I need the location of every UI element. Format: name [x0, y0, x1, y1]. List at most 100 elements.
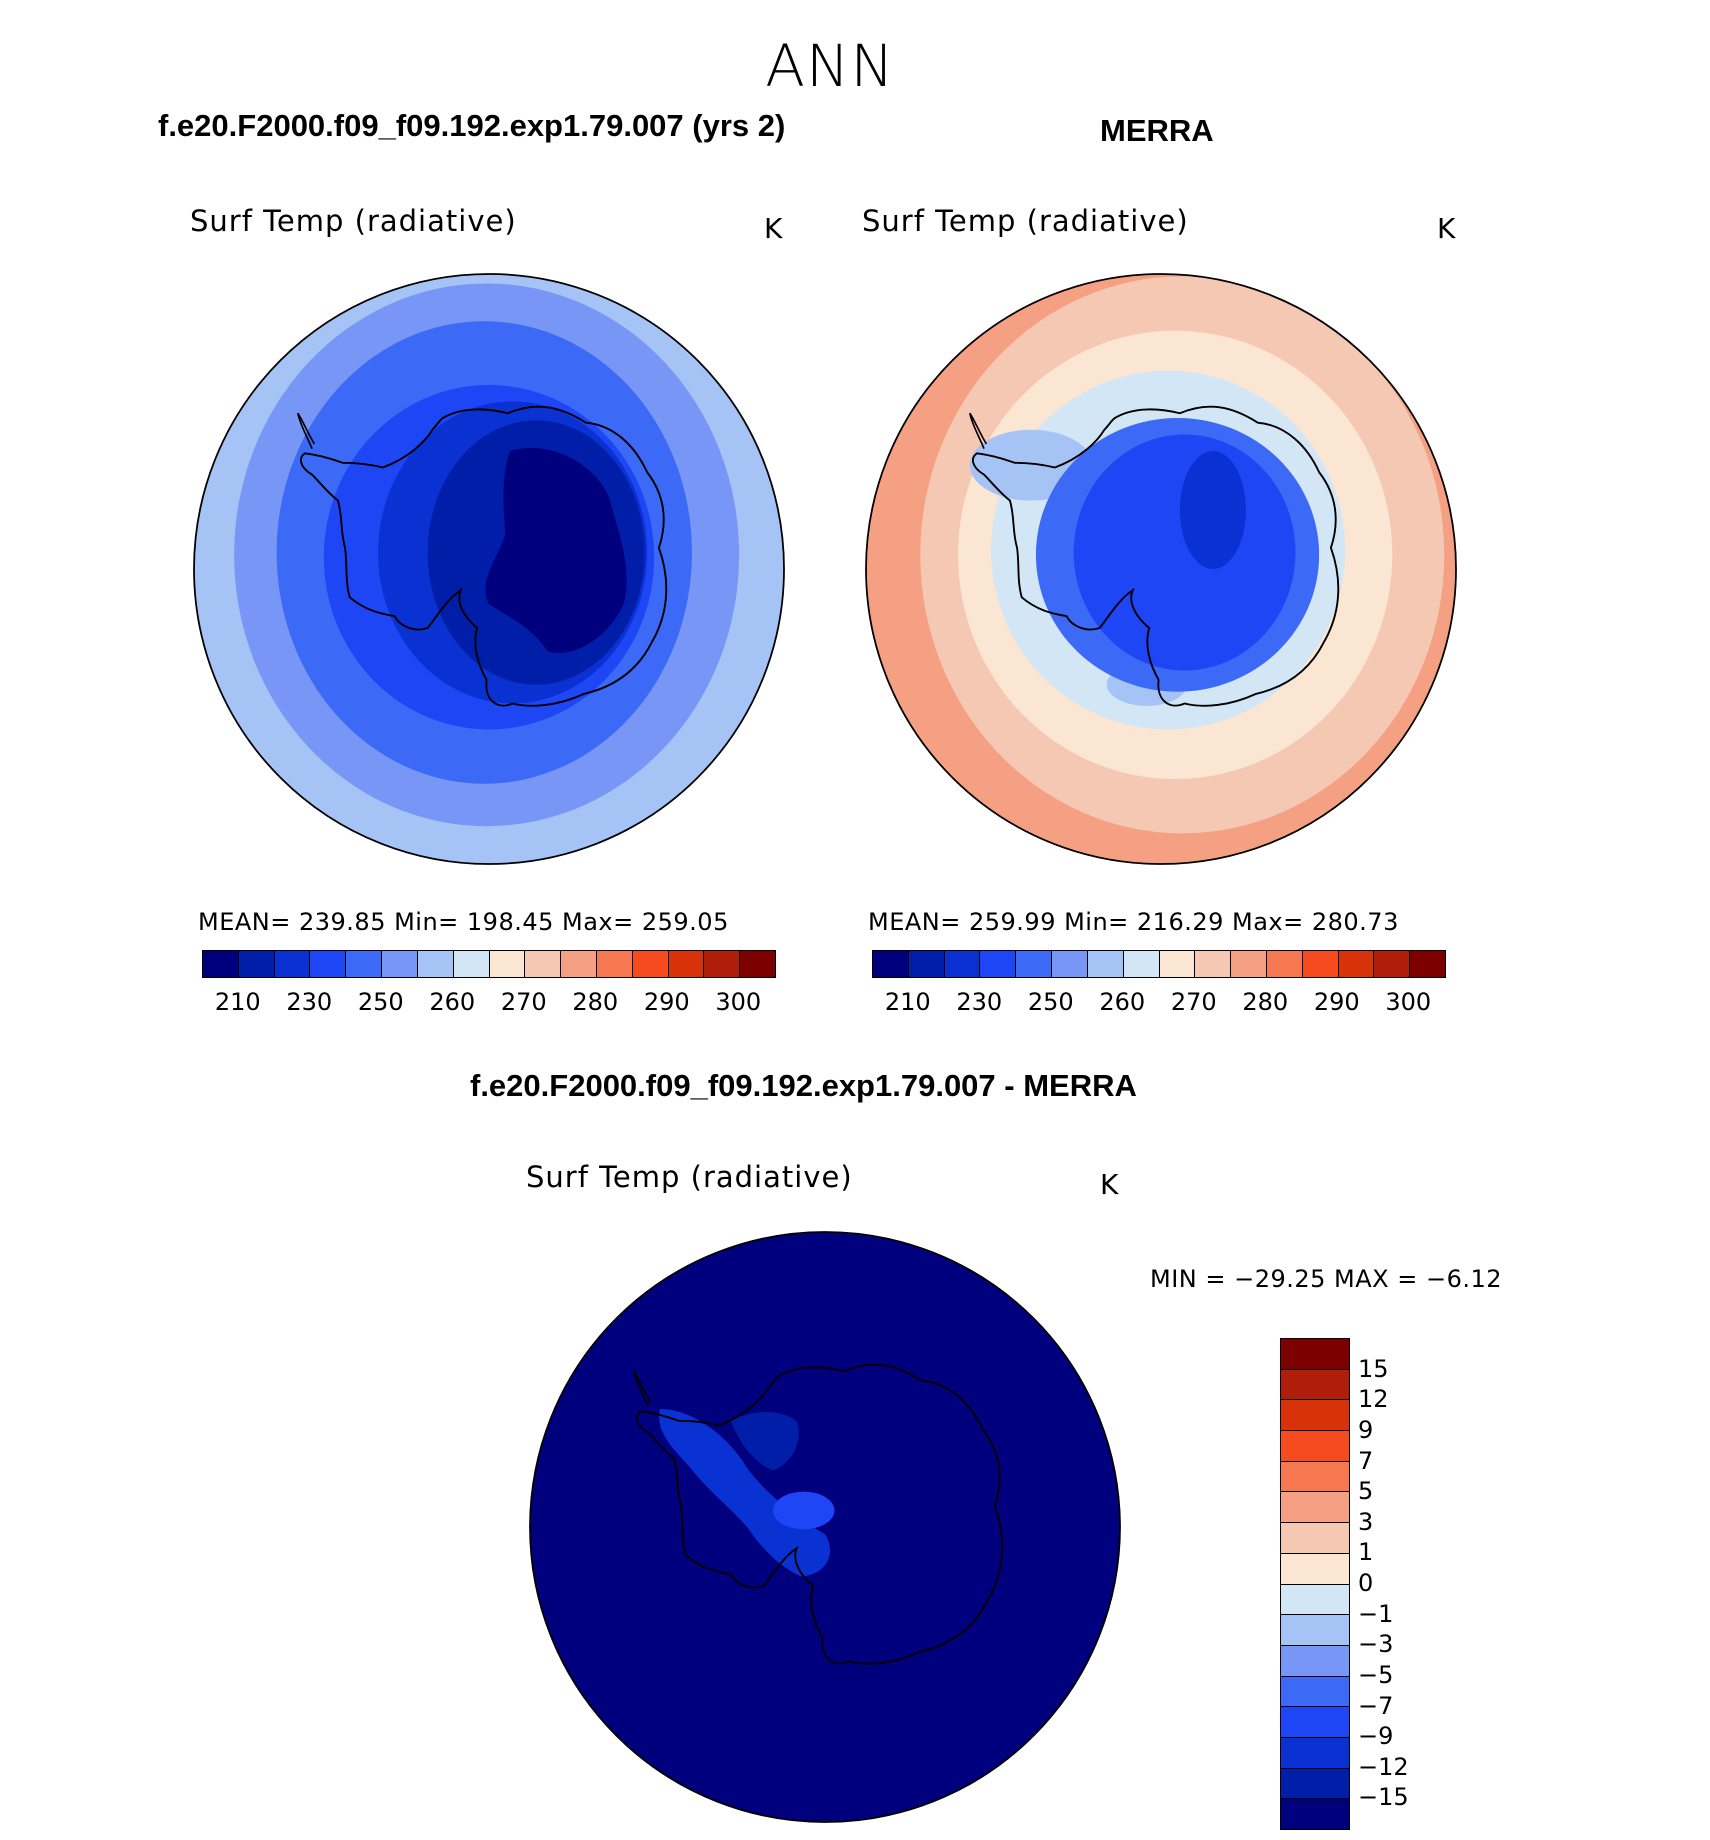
panel3-colorbar-tick-label: −1: [1358, 1599, 1394, 1628]
panel3-units: K: [1100, 1168, 1119, 1201]
panel1-colorbar-swatch: [704, 951, 741, 977]
panel1-colorbar-swatch: [310, 951, 347, 977]
panel3-colorbar-tick-label: −9: [1358, 1722, 1394, 1751]
panel2-map-border: [865, 273, 1457, 865]
panel1-colorbar-tick-label: 270: [500, 988, 547, 1016]
panel3-colorbar-tick-label: −3: [1358, 1630, 1394, 1659]
panel2-colorbar-swatch: [1338, 951, 1375, 977]
panel1-colorbar-swatch: [561, 951, 597, 977]
panel2-colorbar-tick-label: 230: [956, 988, 1003, 1016]
panel3-colorbar-tick-label: 15: [1358, 1354, 1389, 1383]
panel1-title: f.e20.F2000.f09_f09.192.exp1.79.007 (yrs…: [158, 108, 786, 143]
panel3-colorbar-tick-label: −7: [1358, 1691, 1394, 1720]
panel3-colorbar-tick-label: 7: [1358, 1446, 1374, 1475]
panel3-colorbar-tick-label: 5: [1358, 1477, 1374, 1506]
panel2-colorbar-swatch: [1302, 951, 1339, 977]
panel1-colorbar-swatch: [632, 951, 669, 977]
panel2-colorbar-swatch: [1123, 951, 1160, 977]
panel1-colorbar-swatch: [668, 951, 705, 977]
panel3-stats: MIN = −29.25 MAX = −6.12: [1150, 1265, 1503, 1293]
panel2-field-ring5: [1073, 434, 1296, 671]
panel2-colorbar-swatch: [1231, 951, 1267, 977]
panel1-colorbar-tick-label: 230: [286, 988, 333, 1016]
panel3-field-patch2: [730, 1411, 799, 1471]
panel3-colorbar-tick-label: 12: [1358, 1385, 1389, 1414]
panel3-colorbar-swatch: [1281, 1399, 1349, 1431]
panel1-colorbar-swatch: [740, 951, 775, 977]
panel3-colorbar-swatch: [1281, 1491, 1349, 1523]
panel3-colorbar-swatch: [1281, 1675, 1349, 1707]
panel2-colorbar-ticks: 210 230 250 260 270 280 290 300: [872, 988, 1444, 1018]
panel2-colorbar-swatch: [1374, 951, 1411, 977]
panel1-colorbar-tick-label: 250: [357, 988, 404, 1016]
panel3-colorbar-tick-label: 3: [1358, 1507, 1374, 1536]
panel2-colorbar-swatch: [1410, 951, 1445, 977]
panel2-title: MERRA: [1100, 113, 1214, 148]
panel1-colorbar-swatch: [596, 951, 633, 977]
panel3-colorbar-swatch: [1281, 1522, 1349, 1553]
panel1-colorbar-swatch: [525, 951, 562, 977]
panel2-colorbar-tick-label: 290: [1313, 988, 1360, 1016]
panel2-colorbar-swatch: [1266, 951, 1303, 977]
panel3-colorbar-swatch: [1281, 1706, 1349, 1737]
panel2-colorbar-swatch: [944, 951, 981, 977]
panel1-polar-map: [193, 273, 785, 865]
panel3-colorbar-swatch: [1281, 1552, 1349, 1584]
panel3-colorbar-tick-label: 0: [1358, 1569, 1374, 1597]
panel1-colorbar-ticks: 210 230 250 260 270 280 290 300: [202, 988, 774, 1018]
panel1-field-core: [485, 447, 627, 654]
panel3-colorbar-swatch: [1281, 1339, 1349, 1369]
panel1-colorbar-swatch: [489, 951, 526, 977]
panel2-colorbar-swatch: [1159, 951, 1196, 977]
panel3-colorbar-swatch: [1281, 1644, 1349, 1676]
panel2-variable: Surf Temp (radiative): [862, 204, 1189, 238]
panel2-polar-map: [865, 273, 1457, 865]
panel1-colorbar-swatch: [203, 951, 239, 977]
panel2-units: K: [1437, 212, 1456, 245]
panel3-colorbar-swatch: [1281, 1798, 1349, 1829]
panel2-colorbar-tick-label: 300: [1385, 988, 1432, 1016]
panel3-field-patch3: [773, 1491, 835, 1530]
panel2-colorbar-tick-label: 210: [884, 988, 931, 1016]
panel3-field-outer: [530, 1232, 1120, 1822]
panel1-colorbar-tick-label: 280: [572, 988, 619, 1016]
panel3-colorbar: [1280, 1338, 1350, 1830]
panel2-field-core: [1179, 451, 1246, 569]
panel3-colorbar-ticks: −15 −12 −9 −7 −5 −3 −1 0 1 3 5 7 9 12 15: [1358, 1338, 1438, 1828]
panel3-variable: Surf Temp (radiative): [526, 1160, 853, 1194]
panel3-colorbar-tick-label: 9: [1358, 1415, 1374, 1444]
panel1-stats: MEAN= 239.85 Min= 198.45 Max= 259.05: [198, 908, 729, 936]
panel2-colorbar-tick-label: 250: [1027, 988, 1074, 1016]
panel1-colorbar-tick-label: 300: [715, 988, 762, 1016]
panel2-colorbar-tick-label: 260: [1099, 988, 1146, 1016]
panel2-colorbar-swatch: [980, 951, 1017, 977]
panel3-colorbar-tick-label: −12: [1358, 1752, 1409, 1781]
panel2-colorbar-tick-label: 270: [1170, 988, 1217, 1016]
panel3-polar-map: [529, 1231, 1121, 1823]
panel3-colorbar-swatch: [1281, 1583, 1349, 1615]
panel3-colorbar-swatch: [1281, 1736, 1349, 1768]
panel2-colorbar-swatch: [1195, 951, 1232, 977]
panel2-colorbar-swatch: [908, 951, 945, 977]
panel3-colorbar-tick-label: −5: [1358, 1660, 1394, 1689]
panel3-colorbar-tick-label: −15: [1358, 1783, 1409, 1812]
season-label: ANN: [765, 32, 895, 100]
panel3-colorbar-swatch: [1281, 1614, 1349, 1645]
panel1-colorbar-tick-label: 290: [643, 988, 690, 1016]
panel1-colorbar-tick-label: 260: [429, 988, 476, 1016]
panel1-colorbar-tick-label: 210: [214, 988, 261, 1016]
panel3-colorbar-swatch: [1281, 1767, 1349, 1799]
panel1-colorbar-swatch: [453, 951, 490, 977]
panel1-colorbar-swatch: [417, 951, 454, 977]
panel3-colorbar-tick-label: 1: [1358, 1538, 1374, 1567]
panel3-colorbar-swatch: [1281, 1368, 1349, 1400]
panel1-map-border: [193, 273, 785, 865]
panel1-units: K: [764, 212, 783, 245]
panel2-colorbar-tick-label: 280: [1242, 988, 1289, 1016]
panel1-colorbar-swatch: [238, 951, 275, 977]
panel1-colorbar-swatch: [382, 951, 418, 977]
panel3-field-patch1: [659, 1409, 831, 1577]
panel2-colorbar-swatch: [1087, 951, 1124, 977]
panel2-colorbar-swatch: [873, 951, 909, 977]
panel1-variable: Surf Temp (radiative): [190, 204, 517, 238]
